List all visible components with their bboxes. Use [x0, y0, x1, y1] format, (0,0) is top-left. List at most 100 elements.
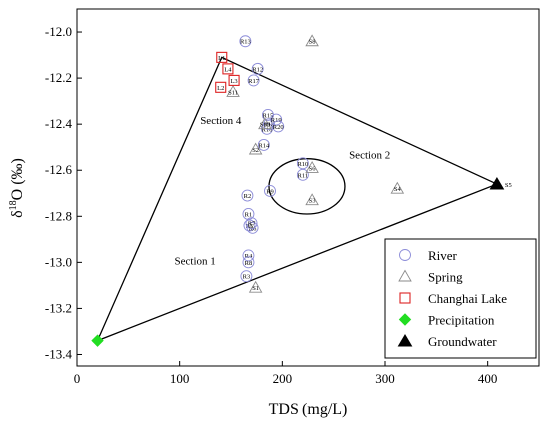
data-point [243, 219, 256, 232]
y-tick-label: -12.2 [45, 70, 72, 85]
data-point [305, 193, 319, 206]
legend: River Spring Changhai Lake Precipitation Gro… [384, 238, 537, 359]
data-point-label: R5 [246, 223, 254, 230]
x-axis-title: TDS (mg/L) [269, 401, 348, 418]
legend-label: Changhai Lake [428, 291, 507, 306]
data-point [251, 62, 264, 75]
y-axis-title-sup: 18 [8, 200, 19, 210]
section-2-ellipse [268, 158, 346, 215]
y-tick-label: -13.0 [45, 254, 72, 269]
data-point-label: S3 [309, 198, 316, 205]
data-point [257, 138, 270, 151]
legend-marker [398, 313, 412, 326]
data-point [241, 189, 254, 202]
legend-marker [398, 269, 412, 282]
data-point-label: R3 [243, 274, 251, 281]
y-tick-label: -13.4 [45, 346, 73, 361]
data-point-label: R1 [245, 211, 253, 218]
section-label: Section 1 [175, 256, 216, 268]
data-point-label: R13 [240, 39, 251, 46]
data-point [91, 334, 104, 347]
data-point-label: R9 [266, 188, 274, 195]
data-point [248, 280, 263, 293]
data-point [226, 85, 240, 97]
data-point-label: L1 [218, 55, 225, 62]
section-annotations: Section 1 Section 2 Section 4 [175, 115, 391, 267]
data-point [215, 81, 227, 93]
mixing-shapes [96, 56, 499, 342]
legend-marker [397, 334, 413, 347]
data-point-label: R2 [244, 193, 252, 200]
data-point [216, 51, 228, 63]
data-point [246, 221, 259, 234]
legend-label: Spring [428, 270, 463, 285]
y-axis-title-rest: O (‰) [9, 158, 26, 200]
y-tick-label: -12.8 [45, 208, 72, 223]
data-point [296, 168, 309, 181]
data-point-label: S5 [505, 182, 512, 189]
data-point [239, 35, 252, 48]
x-tick-label: 0 [74, 371, 81, 386]
x-tick-label: 200 [273, 371, 293, 386]
data-point-label: S2 [252, 147, 259, 154]
data-point-label: S6 [309, 165, 317, 172]
y-tick-label: -13.2 [45, 300, 72, 315]
x-tick-label: 100 [170, 371, 190, 386]
data-point-label: L4 [224, 66, 232, 73]
axis-ticks: 0 100 200 300 400 -13.4 -13.2 -13.0 -12.8 -12.6 -1… [45, 24, 498, 386]
data-point [305, 161, 319, 173]
mixing-triangle [96, 56, 499, 342]
data-point [390, 181, 405, 194]
data-point-label: S4 [394, 186, 402, 193]
x-tick-label: 400 [478, 371, 498, 386]
data-point [242, 256, 255, 269]
y-axis-title: δ18O (‰) [8, 158, 26, 218]
data-point-label: R11 [298, 172, 309, 179]
legend-label: Groundwater [428, 334, 497, 349]
data-point-label: S11 [228, 89, 238, 96]
y-axis-title-delta: δ [9, 210, 26, 218]
data-points: R1R2R3R4R5R6R7R8R9R10R11R12R13R14R15R16R… [91, 34, 512, 347]
data-point [240, 270, 253, 283]
data-point-label: S10 [260, 122, 270, 129]
data-point [248, 142, 263, 155]
data-point-label: R19 [271, 117, 282, 124]
data-point [270, 113, 283, 126]
data-point-label: R7 [248, 221, 256, 228]
data-point [242, 249, 255, 262]
data-point-label: L2 [217, 85, 224, 92]
legend-marker [399, 292, 411, 304]
data-point [264, 185, 276, 197]
legend-label: River [428, 248, 458, 263]
data-point-label: R15 [263, 112, 274, 119]
data-point-label: R17 [248, 78, 260, 85]
data-point [242, 208, 255, 220]
section-label: Section 4 [200, 115, 242, 127]
data-point-label: L3 [230, 78, 237, 85]
data-point-label: S1 [252, 285, 259, 292]
data-point [258, 117, 272, 130]
data-point-label: R8 [245, 260, 253, 267]
data-point [296, 157, 309, 170]
data-point-label: R14 [258, 142, 270, 149]
x-tick-label: 300 [375, 371, 395, 386]
plot-frame [76, 8, 540, 367]
data-point [489, 177, 505, 190]
y-tick-label: -12.4 [45, 116, 73, 131]
legend-marker [399, 249, 411, 261]
data-point-label: R20 [273, 124, 284, 131]
data-point [263, 118, 275, 131]
data-point [272, 120, 285, 133]
data-point [247, 74, 260, 87]
data-point [228, 74, 240, 86]
section-label: Section 2 [349, 150, 390, 162]
legend-label: Precipitation [428, 313, 495, 328]
y-tick-label: -12.6 [45, 162, 73, 177]
data-point [305, 34, 319, 47]
data-point-label: S8 [309, 39, 316, 46]
data-point-label: R12 [252, 66, 263, 73]
data-point [222, 63, 234, 75]
data-point [245, 217, 258, 230]
data-point-label: R10 [297, 161, 308, 168]
